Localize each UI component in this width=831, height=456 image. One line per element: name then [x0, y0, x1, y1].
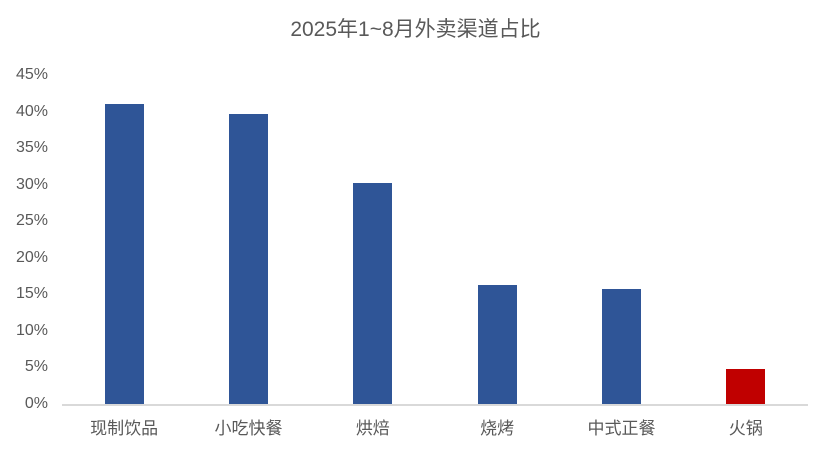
- bar-column: [62, 75, 186, 404]
- y-tick-label: 35%: [15, 139, 48, 157]
- y-tick-label: 25%: [15, 212, 48, 230]
- bar: [726, 368, 766, 404]
- x-category-label: 中式正餐: [587, 419, 656, 438]
- y-tick-label: 5%: [24, 358, 48, 376]
- bar: [477, 284, 517, 404]
- bar-column: [435, 75, 559, 404]
- bar-column: [684, 75, 808, 404]
- x-category-label: 烘焙: [355, 419, 390, 438]
- y-tick-label: 0%: [24, 395, 48, 412]
- chart-title: 2025年1~8月外卖渠道占比: [290, 18, 541, 41]
- bar: [601, 289, 641, 404]
- bar-column: [311, 75, 435, 404]
- x-category-label: 小吃快餐: [214, 419, 283, 438]
- bar: [353, 183, 393, 404]
- y-tick-label: 45%: [15, 66, 48, 83]
- y-tick-label: 40%: [15, 102, 48, 120]
- x-category-label: 现制饮品: [90, 419, 159, 438]
- bar-column: [186, 75, 310, 404]
- x-category-label: 火锅: [728, 419, 763, 438]
- y-tick-label: 30%: [15, 175, 48, 193]
- y-tick-label: 20%: [15, 248, 48, 266]
- x-axis: 现制饮品 小吃快餐 烘焙 烧烤 中式正餐 火锅: [62, 417, 808, 441]
- y-tick-label: 15%: [15, 285, 48, 303]
- y-tick-label: 10%: [15, 321, 48, 339]
- bar: [104, 104, 144, 404]
- bar: [228, 113, 268, 404]
- x-category-label: 烧烤: [480, 419, 515, 438]
- plot-area: [62, 75, 808, 406]
- bar-column: [559, 75, 683, 404]
